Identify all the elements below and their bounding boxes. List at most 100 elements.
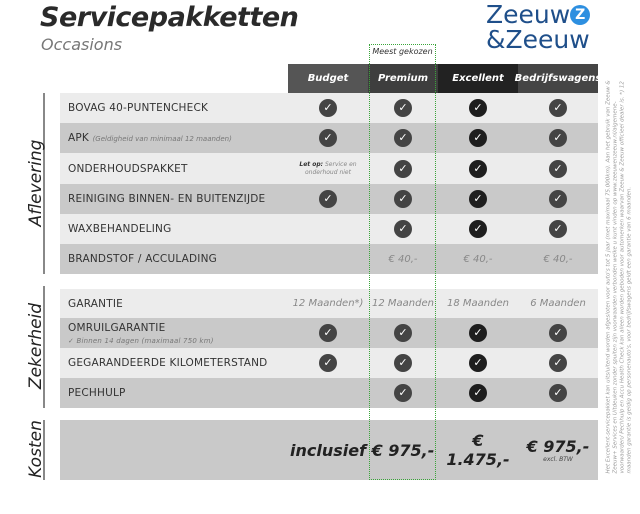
cell: ✓ [518, 190, 598, 208]
zeeuw-logo: Zeeuw Z &Zeeuw [486, 2, 596, 52]
row-label-text: ONDERHOUDSPAKKET [68, 162, 188, 175]
check-icon: ✓ [549, 324, 567, 342]
cell: ✓ [288, 324, 368, 342]
cell: ✓ [438, 220, 518, 238]
cell: ✓ [288, 129, 368, 147]
table-row: APK (Geldigheid van minimaal 12 maanden)… [60, 123, 598, 153]
cell: ✓ [368, 159, 438, 178]
cell: € 40,- [368, 254, 438, 265]
cell-value: € 975,- [371, 440, 435, 460]
cell: ✓ [438, 99, 518, 117]
check-icon: ✓ [469, 384, 487, 402]
check-icon: ✓ [549, 159, 567, 178]
check-icon: ✓ [394, 384, 412, 402]
row-label-text: REINIGING BINNEN- EN BUITENZIJDE [68, 193, 266, 205]
check-icon: ✓ [469, 324, 487, 342]
cell: ✓ [368, 354, 438, 372]
row-label-text: BRANDSTOF / ACCULADING [68, 253, 217, 265]
cell-value: inclusief [289, 440, 367, 460]
cell: ✓ [368, 129, 438, 147]
cell: ✓ [288, 99, 368, 117]
check-icon: ✓ [469, 190, 487, 208]
row-label-text: APK [68, 132, 90, 144]
row-label: APK (Geldigheid van minimaal 12 maanden) [60, 132, 288, 144]
cell: ✓ [438, 129, 518, 147]
check-icon: ✓ [319, 99, 337, 117]
check-icon: ✓ [469, 99, 487, 117]
row-label-text: OMRUILGARANTIE [68, 321, 166, 334]
cell: € 40,- [518, 254, 598, 265]
row-label: ONDERHOUDSPAKKET [60, 163, 288, 175]
cell: 18 Maanden [438, 298, 518, 309]
check-icon: ✓ [394, 324, 412, 342]
section-divider [43, 93, 45, 274]
most-chosen-label: Meest gekozen [372, 47, 433, 56]
check-icon: ✓ [469, 159, 487, 178]
cell: ✓ [288, 190, 368, 208]
check-icon: ✓ [549, 354, 567, 372]
column-header-excellent: Excellent [438, 64, 518, 93]
note-bold: Let op: [299, 160, 324, 168]
row-label: BRANDSTOF / ACCULADING [60, 253, 288, 265]
check-icon: ✓ [319, 354, 337, 372]
check-icon: ✓ [394, 129, 412, 147]
section-label-aflevering: Aflevering [26, 139, 46, 226]
cell: 12 Maanden*) [288, 298, 368, 309]
cell: ✓ [518, 129, 598, 147]
check-icon: ✓ [394, 99, 412, 117]
row-label: GARANTIE [60, 298, 288, 310]
cell-value: 12 Maanden [372, 298, 434, 309]
section-label-kosten: Kosten [26, 420, 46, 478]
check-icon: ✓ [394, 190, 412, 208]
cell-value: € 40,- [543, 253, 573, 265]
price: € 975,- [526, 437, 590, 456]
cell: Let op: Service en onderhoud niet [288, 161, 368, 177]
check-icon: ✓ [394, 354, 412, 372]
check-icon: ✓ [394, 220, 412, 238]
row-label: REINIGING BINNEN- EN BUITENZIJDE [60, 193, 288, 205]
cell-value: 12 Maanden*) [292, 298, 364, 309]
cell: ✓ [518, 324, 598, 342]
section-divider [43, 420, 45, 480]
check-icon: ✓ [549, 129, 567, 147]
cell: ✓ [368, 384, 438, 402]
cell: € 975,- [368, 441, 438, 460]
cell-value: € 40,- [388, 253, 418, 265]
cell: € 1.475,- [438, 431, 518, 469]
cell: 12 Maanden [368, 298, 438, 309]
check-icon: ✓ [549, 384, 567, 402]
check-icon: ✓ [319, 324, 337, 342]
cell-value: € 40,- [463, 253, 493, 265]
row-label-text: BOVAG 40-PUNTENCHECK [68, 102, 209, 114]
logo-z-icon: Z [570, 5, 591, 25]
check-icon: ✓ [469, 129, 487, 147]
column-header-budget: Budget [288, 64, 368, 93]
cell: ✓ [518, 159, 598, 178]
row-label: OMRUILGARANTIE ✓ Binnen 14 dagen (maximaa… [60, 322, 288, 345]
note-text: Service en onderhoud niet [305, 160, 357, 176]
row-label-text: WAXBEHANDELING [68, 223, 172, 235]
cell: ✓ [438, 354, 518, 372]
column-header-premium: Premium [368, 64, 438, 93]
cell: € 40,- [438, 254, 518, 265]
check-icon: ✓ [319, 190, 337, 208]
cell: ✓ [518, 384, 598, 402]
cell: inclusief [288, 441, 368, 460]
cell: ✓ [518, 354, 598, 372]
cell: ✓ [438, 190, 518, 208]
row-label: GEGARANDEERDE KILOMETERSTAND [60, 357, 288, 369]
table-row: GARANTIE 12 Maanden*) 12 Maanden 18 Maanden… [60, 289, 598, 318]
table-row: WAXBEHANDELING ✓ ✓ ✓ [60, 214, 598, 244]
row-subnote: ✓ Binnen 14 dagen (maximaal 750 km) [68, 336, 214, 345]
row-label: BOVAG 40-PUNTENCHECK [60, 102, 288, 114]
cell: ✓ [288, 354, 368, 372]
price-cell: € 975,- excl. BTW [518, 437, 598, 463]
check-icon: ✓ [549, 220, 567, 238]
footnote-text: Het Excellent-servicepakket kan uitsluit… [605, 80, 633, 474]
cell-value: € 1.475,- [446, 431, 510, 469]
table-row: PECHHULP ✓ ✓ ✓ [60, 378, 598, 408]
logo-line1: Zeeuw [486, 0, 571, 29]
check-icon: ✓ [394, 159, 412, 178]
check-icon: ✓ [549, 99, 567, 117]
row-label: PECHHULP [60, 387, 288, 399]
